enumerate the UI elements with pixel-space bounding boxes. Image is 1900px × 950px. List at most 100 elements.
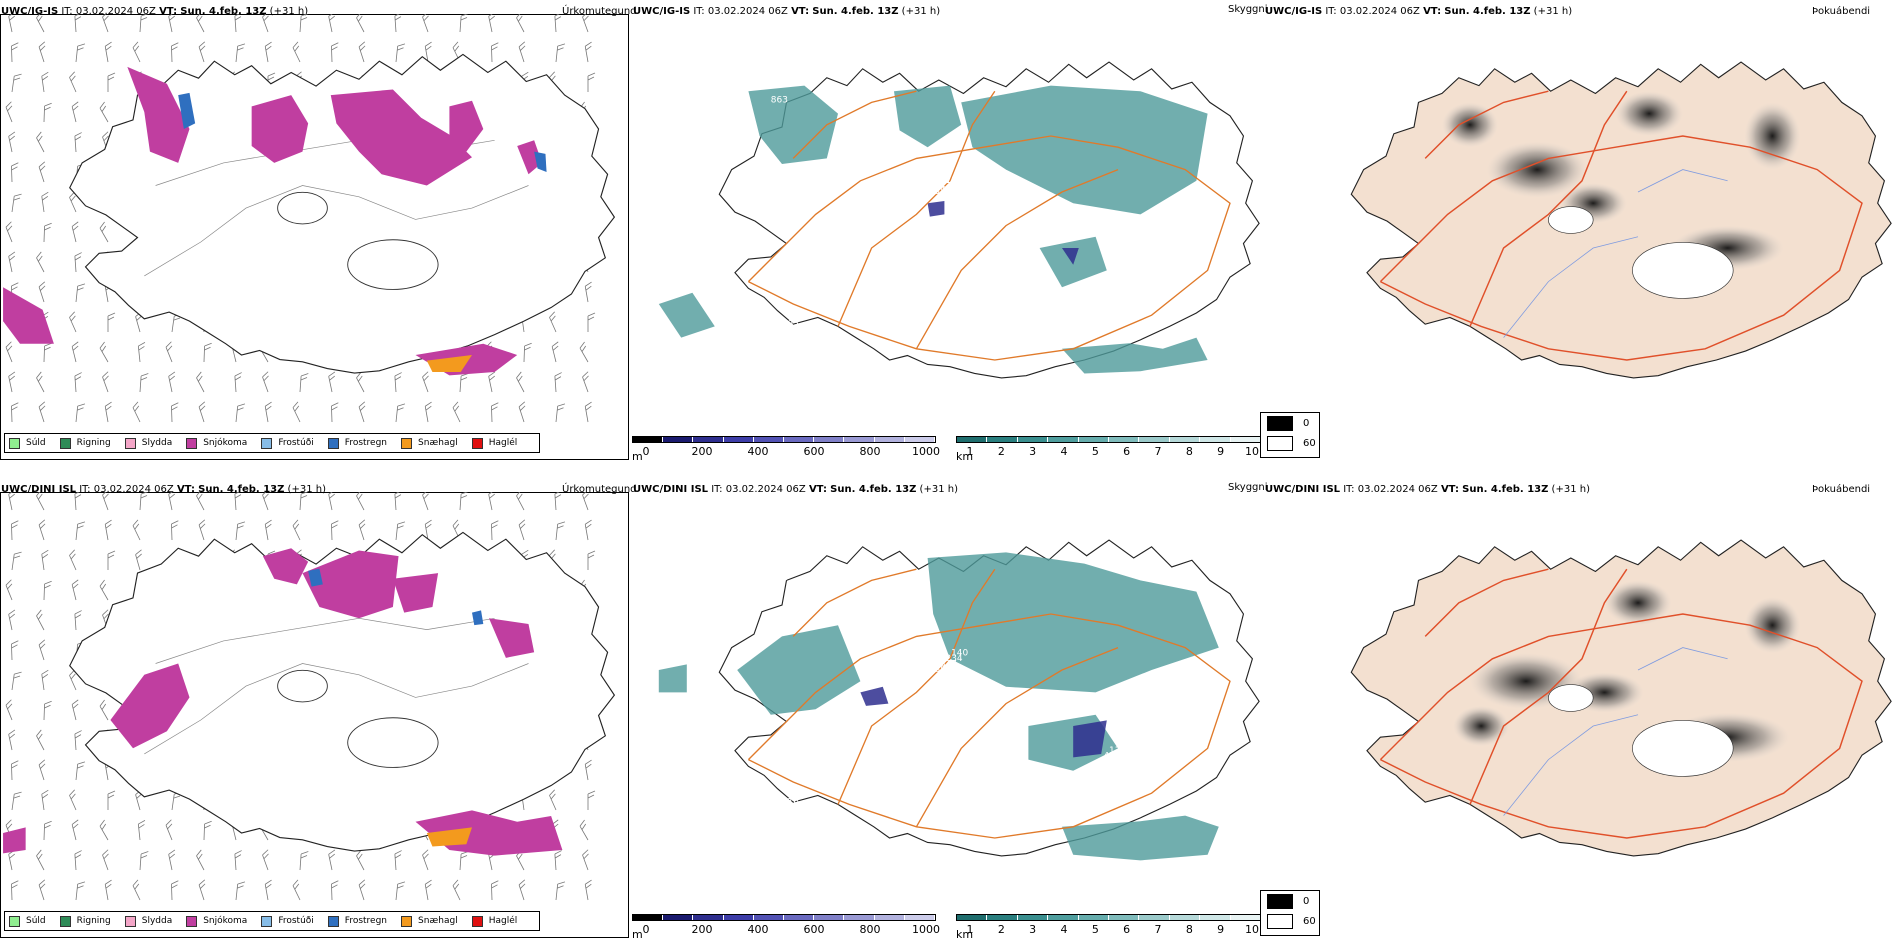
legend-swatch	[124, 915, 136, 927]
visibility-value: 140	[951, 648, 968, 658]
wind-barb	[11, 760, 19, 781]
wind-barb	[292, 401, 301, 423]
visibility-map: 633 643 850 76 624 553 615 347 488 439 716 435 234 53…	[658, 539, 1260, 861]
panel-title: Skyggni	[1228, 482, 1268, 493]
legend-label: Haglél	[488, 916, 518, 926]
legend-swatch	[261, 915, 273, 927]
wind-barb	[555, 521, 566, 541]
visibility-value-labels: 633 643 850 76 624 553 615 347 488 439 716 435 234 53…	[771, 573, 1132, 813]
wind-barb	[358, 401, 366, 423]
wind-barb	[196, 849, 205, 871]
wind-barb	[587, 790, 596, 810]
legend-swatch	[471, 437, 483, 449]
fog-panel-row2: UWC/DINI ISL IT: 03.02.2024 06Z VT: Sun.…	[1260, 478, 1894, 938]
wind-barb	[135, 549, 142, 571]
legend-swatch	[401, 437, 413, 449]
colorbar-tick-label: 8	[1185, 445, 1193, 458]
visibility-panel-row2: UWC/DINI ISL IT: 03.02.2024 06Z VT: Sun.…	[632, 478, 1268, 941]
legend-item: Snjókoma	[186, 437, 247, 449]
wind-barb	[38, 161, 46, 183]
wind-barb	[203, 820, 212, 841]
wind-barb	[43, 580, 52, 601]
wind-barb	[168, 14, 176, 33]
legend-item: Frostúði	[261, 437, 314, 449]
colorbar-cell	[1230, 437, 1262, 442]
wind-barb	[424, 519, 432, 541]
wind-barb	[132, 41, 141, 63]
legend-label: Rigning	[76, 438, 111, 448]
wind-barb	[491, 520, 499, 541]
wind-barb	[74, 252, 82, 273]
fog-legend-label: 60	[1303, 437, 1316, 449]
wind-barb	[422, 14, 429, 33]
visibility-value: 949	[1027, 222, 1044, 232]
glacier	[1632, 242, 1734, 299]
colorbar-cells	[956, 436, 1262, 443]
legend-item: Súld	[9, 437, 46, 449]
colorbar-tick-label: 800	[859, 445, 881, 458]
wind-barb	[107, 312, 116, 332]
wind-barb	[459, 851, 469, 871]
wind-barb	[165, 341, 173, 363]
visibility-value: 615	[858, 614, 875, 624]
legend-item: Snæhagl	[401, 915, 458, 927]
visibility-value: 415	[1098, 279, 1115, 289]
colorbar-unit: km	[956, 928, 974, 941]
wind-barb	[584, 879, 592, 901]
wind-barb	[356, 371, 365, 393]
wind-barb	[75, 761, 86, 781]
wind-barb	[36, 729, 45, 751]
precip-map	[3, 14, 616, 423]
colorbar-tick-label: 9	[1217, 923, 1225, 936]
fog-legend-swatch	[1267, 435, 1293, 451]
iceland-outline	[1350, 61, 1892, 379]
legend-item: Haglél	[471, 437, 517, 449]
wind-barb	[71, 699, 79, 721]
wind-barb	[104, 519, 112, 541]
colorbar-tick-label: 0	[642, 445, 650, 458]
colorbar-cell	[1048, 915, 1079, 920]
wind-barb	[459, 492, 469, 511]
colorbar-tick-label: 3	[1029, 445, 1037, 458]
wind-barb	[198, 519, 206, 541]
colorbar-cell	[1017, 915, 1049, 920]
very-low-visibility-areas	[927, 200, 1079, 265]
fog-patch	[1615, 91, 1683, 136]
panel-title: Þokuábendi	[1812, 6, 1871, 17]
wind-barb	[69, 549, 77, 571]
panel-header: UWC/IG-IS IT: 03.02.2024 06Z VT: Sun. 4.…	[1265, 6, 1573, 17]
colorbar-cell	[874, 915, 905, 920]
wind-barb	[331, 520, 339, 541]
wind-barb	[11, 42, 19, 63]
wind-barb	[395, 521, 406, 541]
fog-patch	[1604, 580, 1672, 626]
wind-barb	[8, 609, 16, 631]
wind-barb	[518, 519, 526, 541]
colorbar-cell	[1169, 915, 1201, 920]
wind-barb	[555, 43, 566, 63]
colorbar-cell	[957, 915, 988, 920]
iceland-outline: 863 494 585 412 415 555 452 476 240 592 285 142 13 94…	[658, 61, 1260, 379]
wind-barb	[168, 849, 176, 871]
visibility-value: 869	[1109, 268, 1126, 278]
colorbar-cell	[693, 915, 724, 920]
wind-barb	[491, 880, 499, 901]
colorbar-cell	[633, 915, 664, 920]
colorbar-cell	[663, 915, 694, 920]
wind-barb	[395, 881, 406, 901]
visibility-value: 494	[853, 141, 870, 151]
colorbar-tick-label: 8	[1185, 923, 1193, 936]
colorbar-tick-label: 200	[691, 923, 713, 936]
wind-barb	[69, 311, 77, 333]
wind-barb	[234, 492, 242, 511]
visibility-value: 882	[875, 597, 892, 607]
wind-barb	[424, 41, 432, 63]
colorbar-meters: 0 200 400 600 800 1000 m	[632, 436, 940, 466]
colorbar-cell	[904, 915, 936, 920]
visibility-value-labels: 863 494 585 412 415 555 452 476 240 592 285 142 13 94…	[771, 95, 1127, 335]
legend-swatch	[59, 437, 71, 449]
wind-barb	[99, 341, 109, 363]
wind-barb	[38, 41, 46, 63]
wind-barb	[584, 401, 592, 423]
wind-barb	[102, 371, 109, 393]
